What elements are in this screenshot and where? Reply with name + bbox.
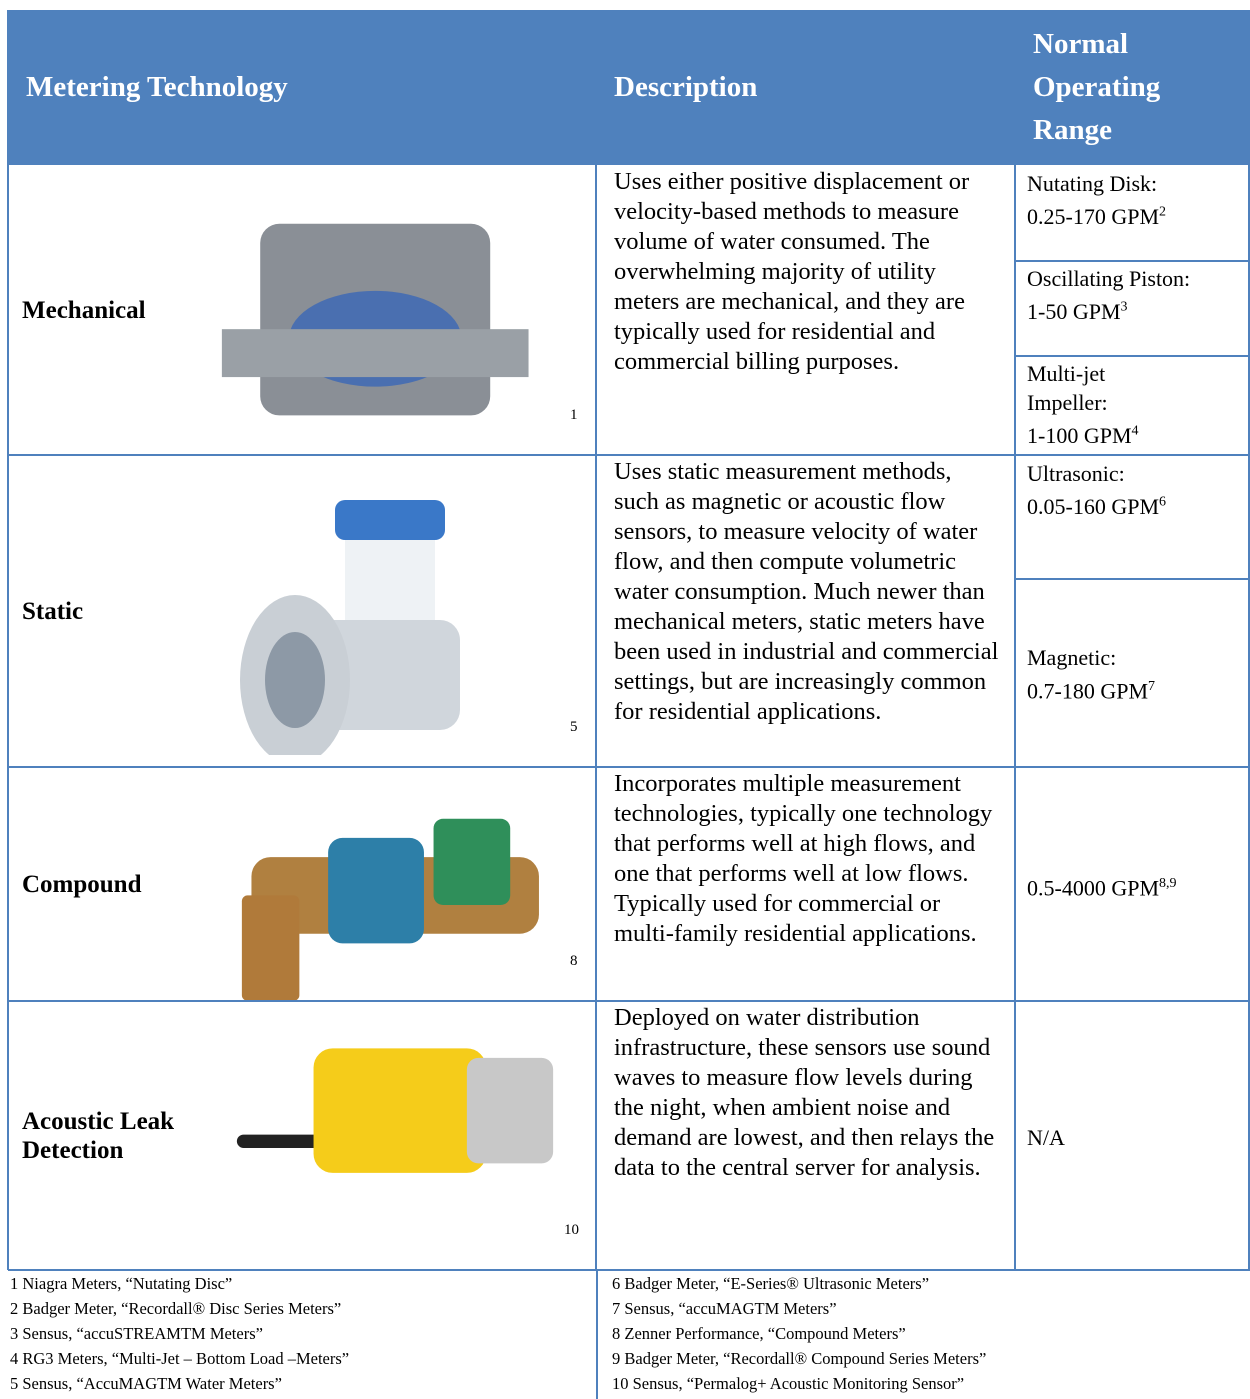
technology: Compound: [22, 767, 212, 1001]
column-divider: [595, 165, 597, 1270]
range-note: 7: [1148, 679, 1156, 695]
range-cell: N/A: [1015, 1001, 1250, 1270]
footnote: 10 Sensus, “Permalog+ Acoustic Monitorin…: [612, 1374, 965, 1393]
footnote: 1 Niagra Meters, “Nutating Disc”: [10, 1274, 233, 1293]
header-cell: Normal Operating Range: [1015, 10, 1250, 165]
range: Nutating Disk: 0.25-170 GPM2: [1027, 171, 1166, 229]
range-cell: Nutating Disk: 0.25-170 GPM2: [1015, 165, 1250, 260]
top-strip: [0, 0, 1250, 8]
description: Incorporates multiple measurement techno…: [614, 770, 993, 947]
meter-image: [240, 500, 460, 755]
technology-text: Static: [22, 597, 84, 625]
table-border: [1248, 10, 1250, 1270]
footnote: 8 Zenner Performance, “Compound Meters”: [612, 1324, 906, 1343]
technology: Static: [22, 455, 212, 767]
row-divider: [8, 766, 1250, 768]
range: Ultrasonic: 0.05-160 GPM6: [1027, 461, 1166, 519]
range-text: Ultrasonic: 0.05-160 GPM: [1027, 461, 1160, 520]
description: Uses either positive displacement or vel…: [614, 168, 970, 375]
row-divider: [8, 1269, 1250, 1271]
header-text: Metering Technology: [26, 71, 288, 103]
footnote: 7 Sensus, “accuMAGTM Meters”: [612, 1299, 837, 1318]
range: 0.5-4000 GPM8,9: [1027, 869, 1177, 902]
image-note: 10: [564, 1222, 579, 1238]
range-text: Oscillating Piston: 1-50 GPM: [1027, 266, 1191, 325]
range-text: 0.5-4000 GPM: [1027, 875, 1160, 901]
range-cell: Oscillating Piston: 1-50 GPM3: [1015, 260, 1250, 355]
header-cell: Description: [596, 10, 1015, 165]
footnote: 9 Badger Meter, “Recordall® Compound Ser…: [612, 1349, 987, 1368]
range-note: 3: [1120, 300, 1128, 315]
header-cell: Metering Technology: [8, 10, 596, 165]
range: Magnetic: 0.7-180 GPM7: [1027, 643, 1155, 705]
meter-image: [236, 1048, 554, 1173]
technology: Acoustic Leak Detection: [22, 1001, 212, 1270]
range-note: 4: [1131, 424, 1139, 439]
range-cell: Ultrasonic: 0.05-160 GPM6: [1015, 455, 1250, 578]
footnote: 6 Badger Meter, “E-Series® Ultrasonic Me…: [612, 1274, 930, 1293]
range-text: N/A: [1027, 1125, 1065, 1150]
technology-text: Acoustic Leak Detection: [22, 1107, 175, 1164]
range-cell: Magnetic: 0.7-180 GPM7: [1015, 578, 1250, 767]
image-note: 1: [570, 407, 578, 423]
column-divider: [1014, 165, 1016, 1270]
header-text: Normal Operating Range: [1033, 28, 1161, 146]
range: Oscillating Piston: 1-50 GPM3: [1027, 266, 1190, 324]
range-note: 8,9: [1159, 876, 1177, 892]
technology-text: Mechanical: [22, 296, 146, 324]
row-divider: [1015, 578, 1250, 580]
footnote-divider: [596, 1270, 598, 1399]
technology-text: Compound: [22, 870, 142, 898]
footnote: 4 RG3 Meters, “Multi-Jet – Bottom Load –…: [10, 1349, 350, 1368]
footnote: 2 Badger Meter, “Recordall® Disc Series …: [10, 1299, 342, 1318]
table-border: [7, 10, 9, 1270]
image-note: 8: [570, 953, 578, 969]
range-cell: 0.5-4000 GPM8,9: [1015, 767, 1250, 1001]
technology: Mechanical: [22, 165, 212, 455]
meter-image: [241, 818, 539, 1001]
row-divider: [1015, 260, 1250, 262]
meter-image: [221, 223, 529, 416]
row-divider: [1015, 355, 1250, 357]
header-text: Description: [614, 71, 758, 103]
range: Multi-jet Impeller: 1-100 GPM4: [1027, 361, 1139, 448]
range-text: Nutating Disk: 0.25-170 GPM: [1027, 171, 1160, 230]
footnote: 5 Sensus, “AccuMAGTM Water Meters”: [10, 1374, 282, 1393]
range-text: Multi-jet Impeller: 1-100 GPM: [1027, 361, 1132, 449]
description: Deployed on water distribution infrastru…: [614, 1004, 995, 1181]
range-note: 2: [1159, 205, 1167, 220]
image-note: 5: [570, 719, 578, 735]
range-cell: Multi-jet Impeller: 1-100 GPM4: [1015, 355, 1250, 455]
range-note: 6: [1159, 495, 1167, 510]
row-divider: [8, 1000, 1250, 1002]
range-text: Magnetic: 0.7-180 GPM: [1027, 645, 1149, 704]
range: N/A: [1027, 1123, 1065, 1152]
footnote: 3 Sensus, “accuSTREAMTM Meters”: [10, 1324, 263, 1343]
row-divider: [8, 454, 1250, 456]
description: Uses static measurement methods, such as…: [614, 458, 999, 725]
